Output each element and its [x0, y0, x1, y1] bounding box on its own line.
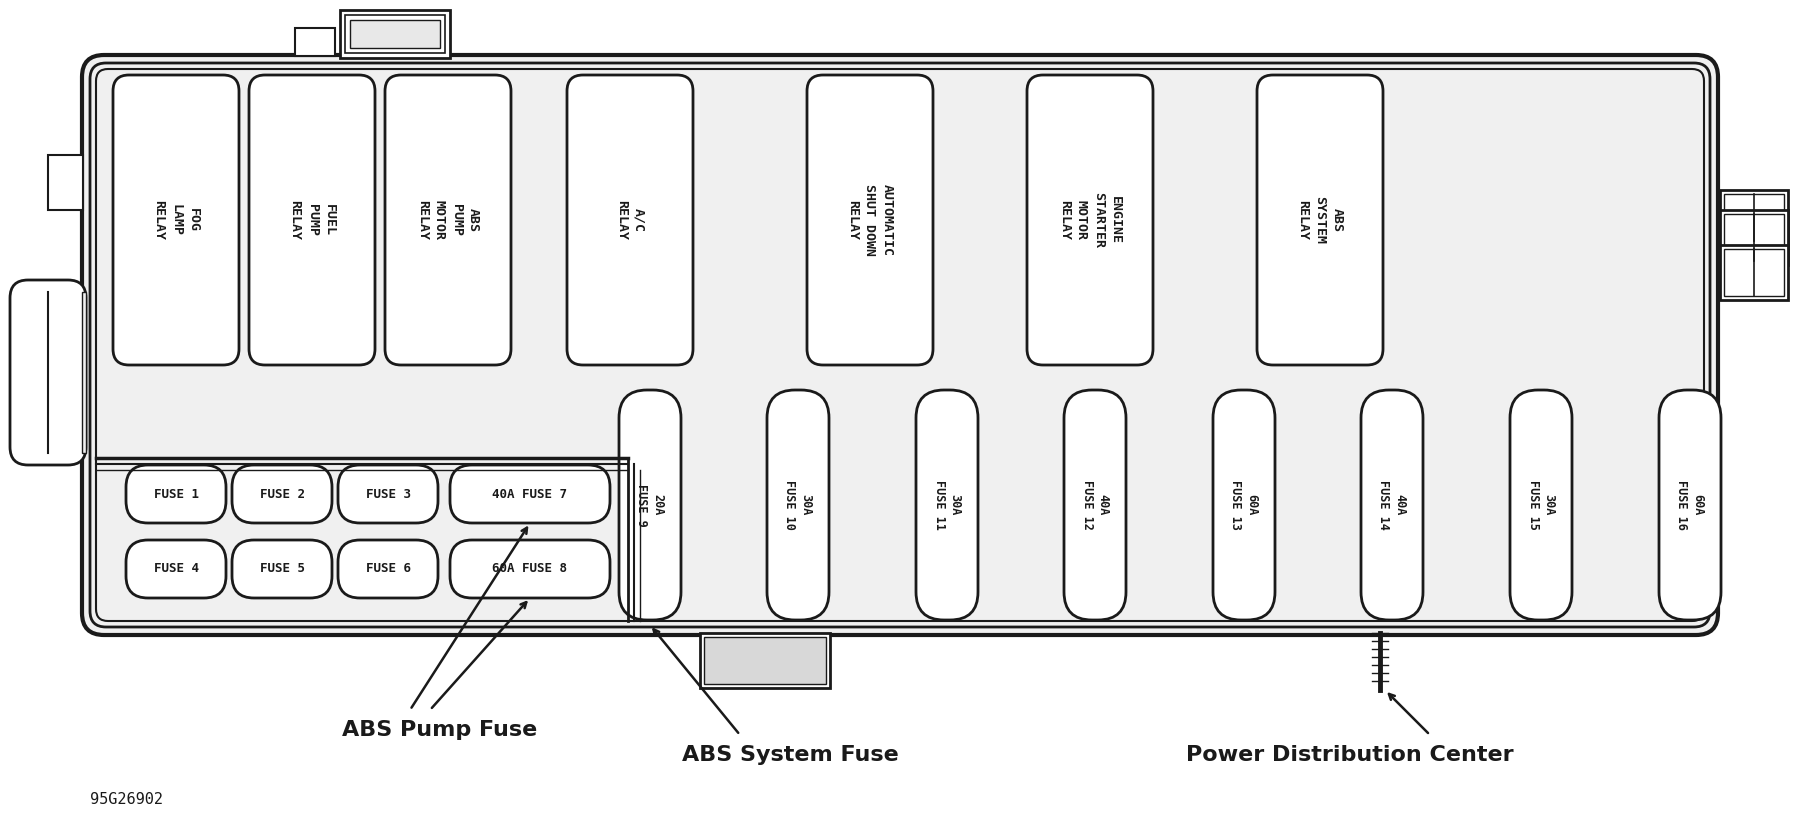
Text: AUTOMATIC
SHUT DOWN
RELAY: AUTOMATIC SHUT DOWN RELAY: [847, 184, 893, 256]
FancyBboxPatch shape: [915, 390, 978, 620]
FancyBboxPatch shape: [1511, 390, 1572, 620]
Bar: [350, 20, 440, 48]
FancyBboxPatch shape: [338, 540, 439, 598]
Text: FUEL
PUMP
RELAY: FUEL PUMP RELAY: [289, 200, 336, 240]
FancyBboxPatch shape: [1659, 390, 1720, 620]
Text: FUSE 3: FUSE 3: [365, 487, 410, 501]
Text: FUSE 5: FUSE 5: [260, 563, 305, 576]
FancyBboxPatch shape: [619, 390, 680, 620]
FancyBboxPatch shape: [807, 75, 933, 365]
FancyBboxPatch shape: [126, 465, 226, 523]
Bar: [49, 155, 83, 210]
FancyBboxPatch shape: [81, 55, 1718, 635]
Text: 60A
FUSE 13: 60A FUSE 13: [1229, 480, 1258, 530]
Bar: [704, 637, 827, 684]
FancyBboxPatch shape: [11, 280, 87, 465]
Bar: [1720, 210, 1789, 265]
FancyBboxPatch shape: [294, 28, 336, 56]
FancyBboxPatch shape: [384, 75, 511, 365]
FancyBboxPatch shape: [767, 390, 828, 620]
Text: ENGINE
STARTER
MOTOR
RELAY: ENGINE STARTER MOTOR RELAY: [1058, 192, 1123, 248]
Text: FUSE 2: FUSE 2: [260, 487, 305, 501]
Bar: [1720, 190, 1789, 245]
Text: ABS Pump Fuse: ABS Pump Fuse: [343, 720, 538, 740]
Text: 95G26902: 95G26902: [90, 792, 162, 808]
FancyBboxPatch shape: [449, 465, 610, 523]
Text: FUSE 1: FUSE 1: [153, 487, 199, 501]
FancyBboxPatch shape: [1027, 75, 1153, 365]
Text: Power Distribution Center: Power Distribution Center: [1186, 745, 1514, 765]
FancyBboxPatch shape: [233, 465, 332, 523]
Bar: [1724, 194, 1783, 241]
Text: FOG
LAMP
RELAY: FOG LAMP RELAY: [152, 200, 200, 240]
Bar: [1724, 214, 1783, 261]
Text: 40A FUSE 7: 40A FUSE 7: [493, 487, 567, 501]
Text: FUSE 4: FUSE 4: [153, 563, 199, 576]
Text: 60A
FUSE 16: 60A FUSE 16: [1675, 480, 1704, 530]
Bar: [345, 15, 446, 53]
FancyBboxPatch shape: [114, 75, 238, 365]
FancyBboxPatch shape: [233, 540, 332, 598]
FancyBboxPatch shape: [96, 69, 1704, 621]
FancyBboxPatch shape: [567, 75, 693, 365]
Text: 30A
FUSE 15: 30A FUSE 15: [1527, 480, 1556, 530]
Text: 40A
FUSE 14: 40A FUSE 14: [1377, 480, 1406, 530]
FancyBboxPatch shape: [1256, 75, 1383, 365]
Text: 60A FUSE 8: 60A FUSE 8: [493, 563, 567, 576]
FancyBboxPatch shape: [249, 75, 375, 365]
FancyBboxPatch shape: [449, 540, 610, 598]
Text: FUSE 6: FUSE 6: [365, 563, 410, 576]
FancyBboxPatch shape: [1361, 390, 1422, 620]
Text: 30A
FUSE 11: 30A FUSE 11: [933, 480, 962, 530]
Text: ABS System Fuse: ABS System Fuse: [682, 745, 899, 765]
Bar: [1720, 245, 1789, 300]
FancyBboxPatch shape: [1063, 390, 1126, 620]
Text: 40A
FUSE 12: 40A FUSE 12: [1081, 480, 1110, 530]
Text: 20A
FUSE 9: 20A FUSE 9: [635, 484, 664, 526]
Bar: [1724, 249, 1783, 296]
FancyBboxPatch shape: [338, 465, 439, 523]
Bar: [700, 633, 830, 688]
Bar: [339, 10, 449, 58]
Text: A/C
RELAY: A/C RELAY: [616, 200, 644, 240]
FancyBboxPatch shape: [1213, 390, 1274, 620]
FancyBboxPatch shape: [90, 63, 1709, 627]
Text: ABS
PUMP
MOTOR
RELAY: ABS PUMP MOTOR RELAY: [415, 200, 480, 240]
Text: 30A
FUSE 10: 30A FUSE 10: [783, 480, 812, 530]
Bar: [81, 292, 87, 453]
FancyBboxPatch shape: [126, 540, 226, 598]
Text: ABS
SYSTEM
RELAY: ABS SYSTEM RELAY: [1296, 196, 1343, 244]
